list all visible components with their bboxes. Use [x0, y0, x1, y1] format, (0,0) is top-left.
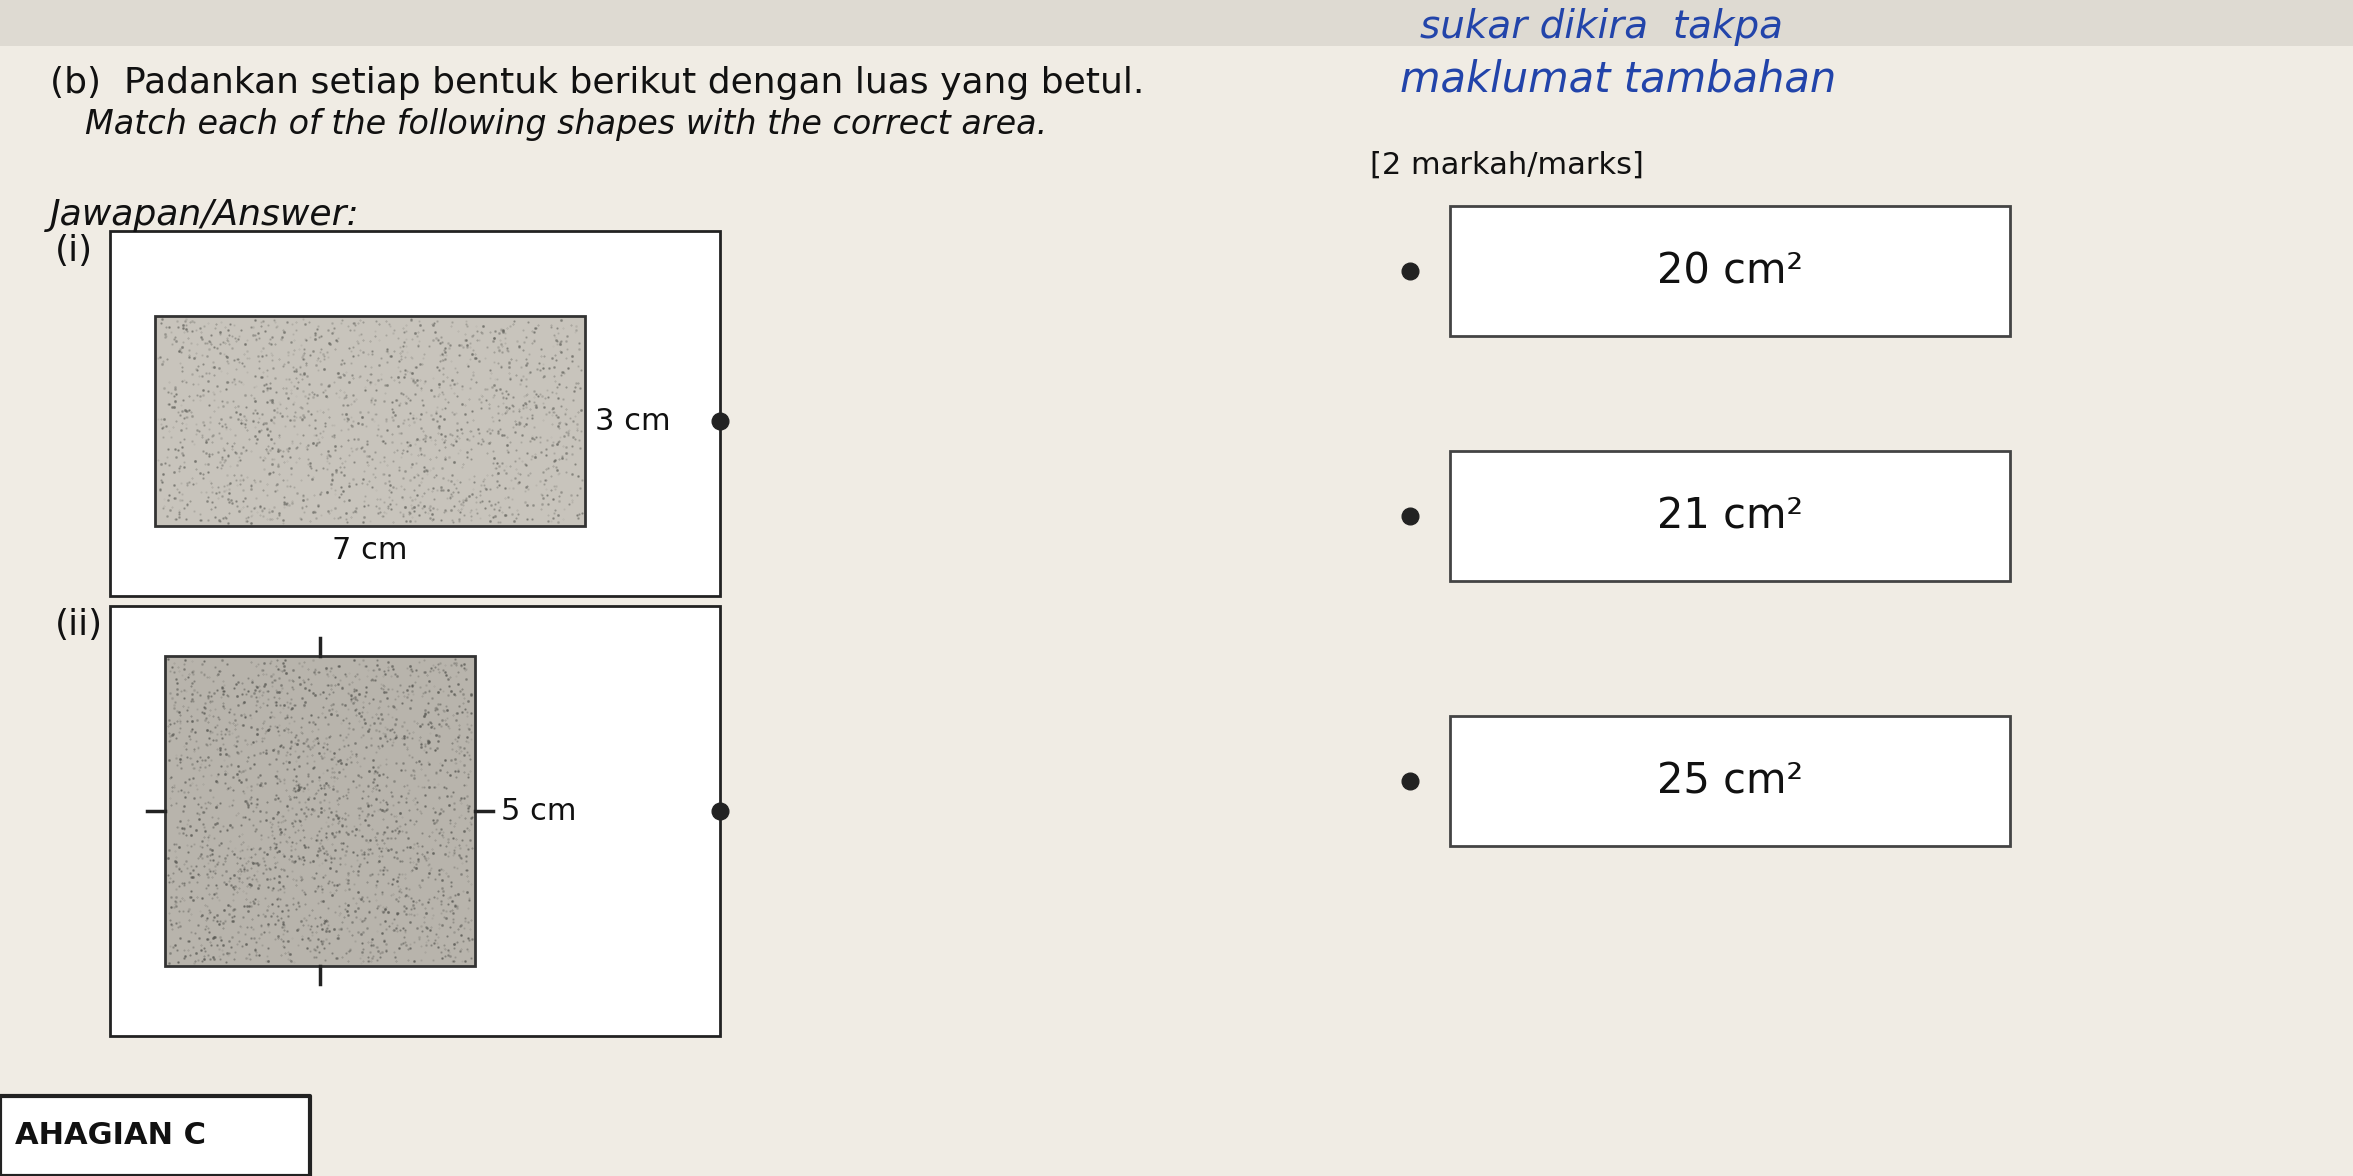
Text: (b)  Padankan setiap bentuk berikut dengan luas yang betul.: (b) Padankan setiap bentuk berikut denga…	[49, 66, 1144, 100]
Text: AHAGIAN C: AHAGIAN C	[14, 1122, 207, 1150]
Text: [2 markah/marks]: [2 markah/marks]	[1369, 151, 1645, 180]
Text: Jawapan/Answer:: Jawapan/Answer:	[49, 198, 360, 232]
Bar	[111, 606, 720, 1036]
Bar	[0, 0, 2353, 46]
Text: maklumat tambahan: maklumat tambahan	[1400, 58, 1835, 100]
Bar	[155, 316, 586, 526]
Text: sukar dikira  takpa: sukar dikira takpa	[1419, 8, 1784, 46]
Bar	[111, 230, 720, 596]
Bar	[1449, 452, 2009, 581]
Bar	[165, 656, 475, 965]
Text: 5 cm: 5 cm	[501, 796, 576, 826]
Text: 3 cm: 3 cm	[595, 407, 671, 435]
Text: 20 cm²: 20 cm²	[1657, 250, 1802, 292]
Text: (ii): (ii)	[54, 608, 104, 642]
Text: Match each of the following shapes with the correct area.: Match each of the following shapes with …	[85, 108, 1047, 141]
Bar	[1449, 206, 2009, 336]
Bar	[0, 1096, 311, 1176]
Text: 7 cm: 7 cm	[332, 536, 407, 564]
Text: (i): (i)	[54, 234, 94, 268]
Bar	[1449, 716, 2009, 846]
Text: 25 cm²: 25 cm²	[1657, 760, 1802, 802]
Text: 21 cm²: 21 cm²	[1657, 495, 1802, 537]
